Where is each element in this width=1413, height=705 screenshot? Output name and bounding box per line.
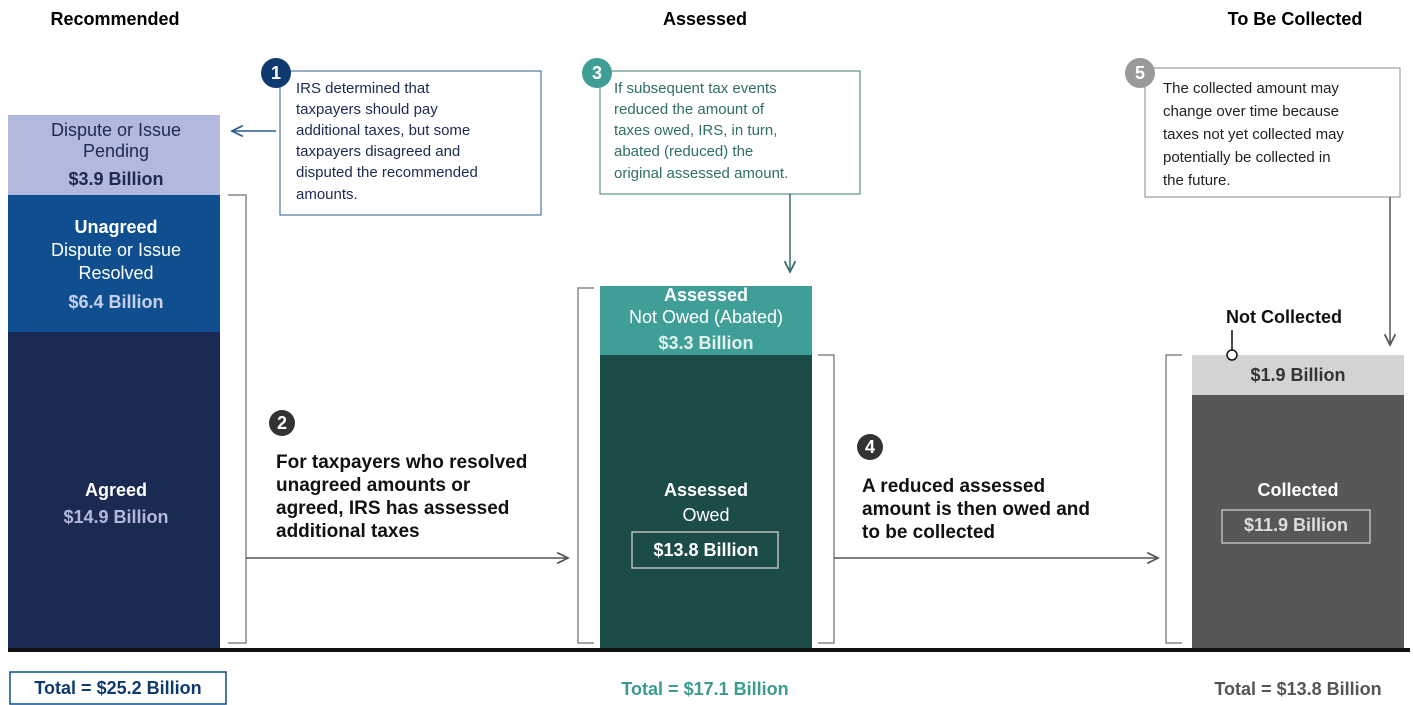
total: Total = $25.2 Billion (34, 678, 201, 698)
amount: $3.9 Billion (68, 169, 163, 189)
note-line: additional taxes, but some (296, 122, 470, 139)
bracket (818, 354, 835, 644)
badge (261, 58, 291, 88)
note-box (279, 70, 542, 216)
badge-number: 4 (865, 437, 875, 457)
label: Dispute or Issue (51, 240, 181, 260)
badge-number: 5 (1135, 63, 1145, 83)
total: Total = $17.1 Billion (621, 679, 788, 699)
header: To Be Collected (1228, 9, 1363, 29)
label: Assessed (664, 285, 748, 305)
note-line: amount is then owed and (862, 499, 1090, 520)
leader-dot (1226, 349, 1238, 361)
label: Resolved (78, 263, 153, 283)
badge (269, 410, 295, 436)
segment (1192, 395, 1404, 648)
note-box (599, 70, 861, 195)
note-line: potentially be collected in (1163, 149, 1331, 166)
note-line: taxpayers should pay (296, 101, 438, 118)
total-box (9, 671, 227, 705)
amount: $3.3 Billion (658, 333, 753, 353)
note-box (1144, 67, 1401, 198)
note-line: change over time because (1163, 103, 1339, 120)
label: Unagreed (74, 217, 157, 237)
note-line: unagreed amounts or (276, 475, 471, 496)
badge-number: 3 (592, 63, 602, 83)
note-line: IRS determined that (296, 80, 430, 97)
segment (8, 115, 220, 195)
headers: Recommended Assessed To Be Collected (50, 9, 1362, 29)
note-line: agreed, IRS has assessed (276, 498, 509, 519)
label: Not Collected (1226, 307, 1342, 327)
note-line: The collected amount may (1163, 80, 1339, 97)
note-line: taxes not yet collected may (1163, 126, 1344, 143)
segment (600, 355, 812, 648)
bracket (1165, 354, 1182, 644)
label: Collected (1257, 480, 1338, 500)
note-line: For taxpayers who resolved (276, 452, 527, 473)
label: Assessed (664, 480, 748, 500)
amount-box (1221, 509, 1371, 544)
label: Dispute or Issue (51, 120, 181, 140)
note-line: disputed the recommended (296, 164, 478, 181)
note-line: taxes owed, IRS, in turn, (614, 122, 777, 139)
header: Recommended (50, 9, 179, 29)
note-line: additional taxes (276, 521, 420, 542)
note-line: original assessed amount. (614, 165, 788, 182)
note-line: the future. (1163, 172, 1231, 189)
badge-number: 1 (271, 63, 281, 83)
amount: $14.9 Billion (63, 507, 168, 527)
label: Not Owed (Abated) (629, 307, 783, 327)
segment (600, 286, 812, 355)
badge-number: 2 (277, 413, 287, 433)
badge (857, 434, 883, 460)
label: Pending (83, 141, 149, 161)
amount: $13.8 Billion (653, 540, 758, 560)
note-line: to be collected (862, 522, 995, 543)
segment (8, 195, 220, 332)
header: Assessed (663, 9, 747, 29)
total: Total = $13.8 Billion (1214, 679, 1381, 699)
label: Agreed (85, 480, 147, 500)
amount: $1.9 Billion (1250, 365, 1345, 385)
bracket (577, 287, 594, 644)
amount-box (631, 531, 779, 569)
bracket (228, 194, 247, 644)
note-line: If subsequent tax events (614, 80, 777, 97)
badge (582, 58, 612, 88)
note-line: amounts. (296, 186, 358, 203)
segment (1192, 355, 1404, 395)
badge (1125, 58, 1155, 88)
note-line: reduced the amount of (614, 101, 765, 118)
amount: $11.9 Billion (1244, 515, 1348, 535)
note-line: A reduced assessed (862, 476, 1045, 497)
note-line: abated (reduced) the (614, 143, 753, 160)
segment (8, 332, 220, 648)
note-line: taxpayers disagreed and (296, 143, 460, 160)
amount: $6.4 Billion (68, 292, 163, 312)
label: Owed (682, 505, 729, 525)
